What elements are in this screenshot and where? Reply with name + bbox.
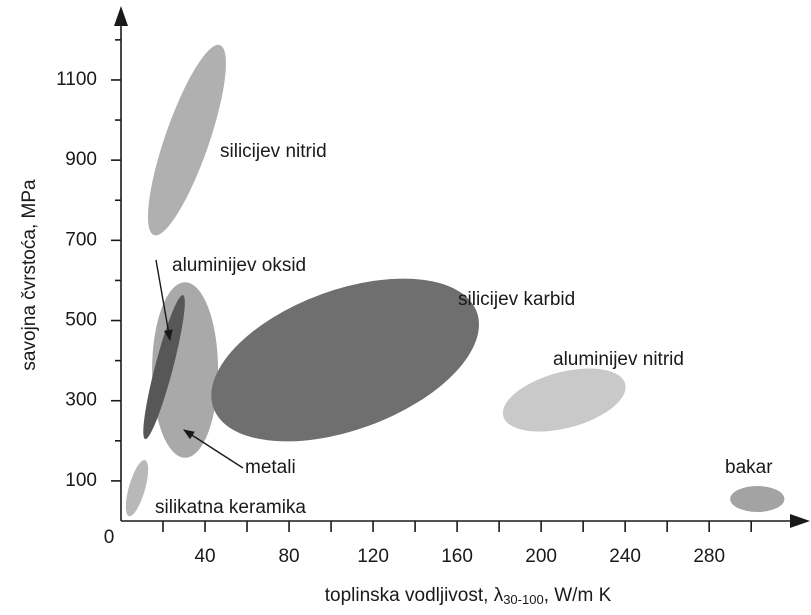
x-label-unit: , W/m K (544, 585, 612, 606)
y-tick-label: 900 (65, 149, 97, 170)
label-arrow (183, 429, 244, 469)
x-tick-label: 280 (693, 546, 725, 567)
region-ellipse (730, 485, 785, 512)
region-label: silicijev karbid (458, 289, 575, 310)
regions (125, 44, 785, 517)
x-tick-label: 240 (609, 546, 641, 567)
y-axis-label: savojna čvrstoća, MPa (19, 179, 40, 371)
y-tick-label: 500 (65, 310, 97, 331)
label-arrow (155, 259, 173, 342)
y-tick-label: 100 (65, 470, 97, 491)
region-ellipse (125, 460, 149, 517)
axes (111, 6, 810, 532)
y-tick-label: 700 (65, 229, 97, 250)
x-axis-arrow (790, 514, 810, 528)
y-tick-label: 300 (65, 390, 97, 411)
x-label-main: toplinska vodljivost, λ (325, 585, 504, 606)
x-tick-label: 40 (194, 546, 215, 567)
region-label: metali (245, 457, 296, 478)
x-tick-label: 80 (278, 546, 299, 567)
region-ellipse (502, 368, 626, 432)
y-tick-label: 1100 (56, 69, 97, 90)
x-axis-label: toplinska vodljivost, λ30-100, W/m K (325, 585, 612, 607)
x-label-subscript: 30-100 (503, 592, 543, 607)
y-axis-arrow (114, 6, 128, 26)
region-ellipse (143, 294, 185, 440)
region-ellipse (147, 44, 226, 236)
x-tick-label: 200 (525, 546, 557, 567)
region-label: silikatna keramika (155, 497, 306, 518)
region-label: silicijev nitrid (220, 141, 327, 162)
region-label: bakar (725, 457, 773, 478)
region-label: aluminijev oksid (172, 255, 306, 276)
region-ellipse (211, 278, 479, 442)
region-label: aluminijev nitrid (553, 349, 684, 370)
x-tick-label: 120 (357, 546, 389, 567)
x-tick-label: 160 (441, 546, 473, 567)
x-tick-label: 0 (104, 527, 115, 548)
